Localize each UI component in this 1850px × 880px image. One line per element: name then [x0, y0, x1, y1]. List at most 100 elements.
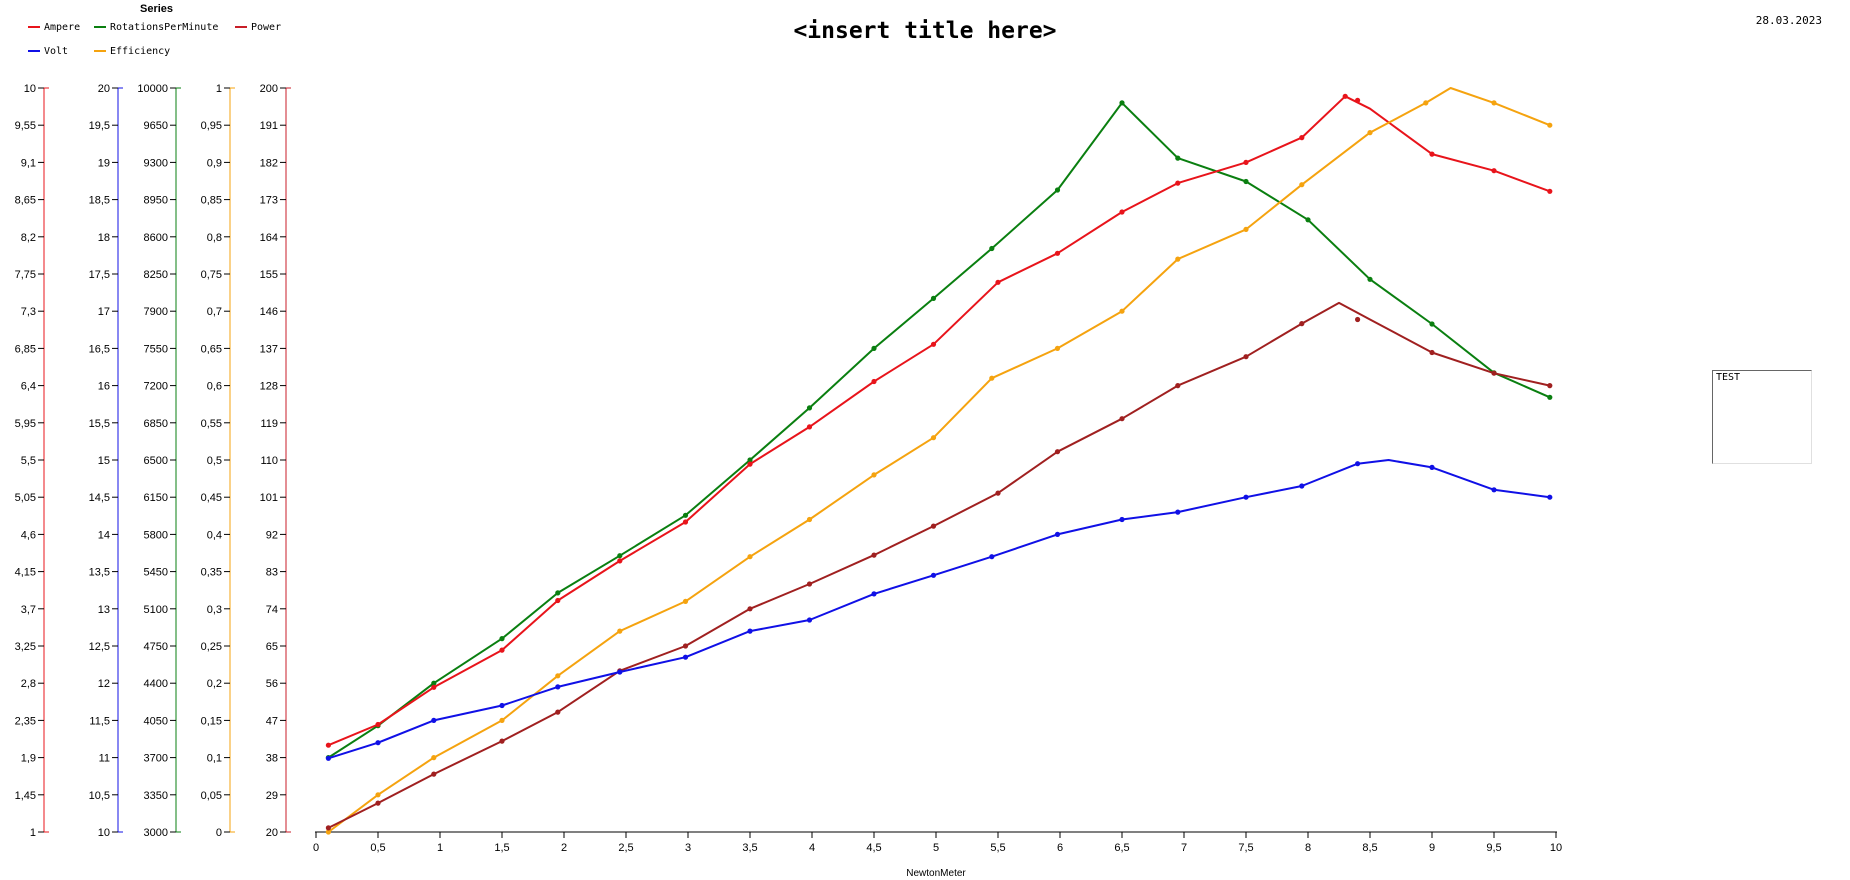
y-tick-label: 200 — [260, 83, 278, 95]
y-tick-label: 8250 — [144, 269, 168, 281]
data-point — [1423, 100, 1429, 106]
data-point — [1491, 168, 1497, 174]
y-tick-label: 0,6 — [207, 381, 222, 393]
x-tick-label: 7 — [1181, 842, 1187, 854]
data-point — [431, 684, 437, 690]
data-point — [555, 590, 561, 596]
y-axis-3: 3000 3350 3700 4050 4400 4750 5100 5450 5800 6150… — [137, 83, 181, 839]
data-point — [930, 295, 937, 301]
y-tick-label: 3700 — [144, 753, 168, 765]
x-tick-label: 0,5 — [370, 842, 385, 854]
data-point — [806, 617, 813, 623]
y-tick-label: 5450 — [144, 567, 168, 579]
y-tick-label: 7550 — [144, 343, 168, 355]
data-point — [682, 643, 689, 649]
y-tick-label: 173 — [260, 195, 278, 207]
y-tick-label: 14,5 — [89, 492, 110, 504]
data-point — [617, 669, 623, 675]
legend-swatch — [94, 26, 106, 28]
data-point — [431, 771, 437, 777]
y-axis-1: 1 1,45 1,9 2,35 2,8 3,25 3,7 4,15 4,6 5,05 5,5 5,95… — [15, 83, 49, 839]
y-tick-label: 20 — [266, 827, 278, 839]
y-tick-label: 7200 — [144, 381, 168, 393]
legend-label: Efficiency — [110, 46, 171, 57]
y-tick-label: 92 — [266, 529, 278, 541]
y-axis-5: 20 29 38 47 56 65 74 83 92 101 110 119 128 137 146 155 1… — [260, 83, 291, 839]
data-point — [1054, 345, 1061, 351]
y-tick-label: 29 — [266, 790, 278, 802]
legend-swatch — [28, 50, 40, 52]
y-tick-label: 1 — [216, 83, 222, 95]
data-point — [682, 519, 689, 525]
data-point — [1429, 321, 1435, 327]
y-tick-label: 119 — [260, 418, 278, 430]
y-tick-label: 6150 — [144, 492, 168, 504]
data-point — [325, 742, 331, 748]
x-tick-label: 5 — [933, 842, 939, 854]
y-tick-label: 10000 — [137, 83, 168, 95]
y-tick-label: 38 — [266, 753, 278, 765]
y-tick-label: 4,6 — [21, 529, 36, 541]
y-tick-label: 3,25 — [15, 641, 36, 653]
y-tick-label: 18,5 — [89, 195, 110, 207]
y-tick-label: 6850 — [144, 418, 168, 430]
data-point — [930, 435, 937, 441]
data-point — [1355, 461, 1361, 467]
data-point — [1175, 509, 1181, 515]
y-tick-label: 0,95 — [201, 120, 222, 132]
x-tick-label: 1,5 — [494, 842, 509, 854]
legend-item-ampere[interactable]: Ampere — [28, 22, 80, 34]
test-box: TEST — [1712, 370, 1812, 464]
data-point — [1429, 349, 1435, 356]
data-point — [1367, 276, 1373, 282]
series-line-efficiency — [327, 87, 1551, 833]
data-point — [747, 606, 753, 612]
x-tick-label: 2 — [561, 842, 567, 854]
legend-item-efficiency[interactable]: Efficiency — [94, 46, 170, 58]
y-tick-label: 4750 — [144, 641, 168, 653]
y-tick-label: 9,55 — [15, 120, 36, 132]
data-point — [1243, 354, 1249, 360]
series-line-power — [327, 301, 1551, 829]
y-tick-label: 0,05 — [201, 790, 222, 802]
y-tick-label: 74 — [266, 604, 278, 616]
data-point — [930, 341, 937, 347]
x-tick-label: 9 — [1429, 842, 1435, 854]
test-box-label: TEST — [1716, 372, 1741, 383]
data-point — [1299, 182, 1305, 188]
x-tick-label: 2,5 — [618, 842, 633, 854]
x-tick-label: 0 — [313, 842, 319, 854]
y-tick-label: 3,7 — [21, 604, 36, 616]
data-point — [871, 591, 877, 597]
x-tick-label: 8 — [1305, 842, 1311, 854]
y-tick-label: 12,5 — [89, 641, 110, 653]
y-tick-label: 182 — [260, 157, 278, 169]
x-tick-label: 6,5 — [1114, 842, 1129, 854]
legend-item-rotationsperminute[interactable]: RotationsPerMinute — [94, 22, 218, 34]
data-point — [930, 523, 937, 529]
y-tick-label: 19 — [98, 157, 110, 169]
data-point — [1429, 151, 1435, 157]
data-point — [325, 755, 331, 761]
data-point — [555, 709, 561, 715]
y-tick-label: 15 — [98, 455, 110, 467]
y-tick-label: 16,5 — [89, 343, 110, 355]
y-tick-label: 19,5 — [89, 120, 110, 132]
data-point — [1119, 308, 1125, 314]
data-point — [375, 800, 381, 806]
data-point — [375, 792, 381, 798]
y-tick-label: 1,45 — [15, 790, 36, 802]
legend-item-power[interactable]: Power — [235, 22, 281, 34]
legend-label: RotationsPerMinute — [110, 22, 219, 33]
data-point — [499, 702, 505, 709]
legend-swatch — [28, 26, 40, 28]
y-tick-label: 16 — [98, 381, 110, 393]
y-tick-label: 0,8 — [207, 232, 222, 244]
y-tick-label: 4,15 — [15, 567, 36, 579]
data-point — [1367, 130, 1373, 136]
legend-item-volt[interactable]: Volt — [28, 46, 68, 58]
y-tick-label: 7,3 — [21, 306, 36, 318]
data-point — [871, 472, 877, 478]
y-tick-label: 8600 — [144, 232, 168, 244]
